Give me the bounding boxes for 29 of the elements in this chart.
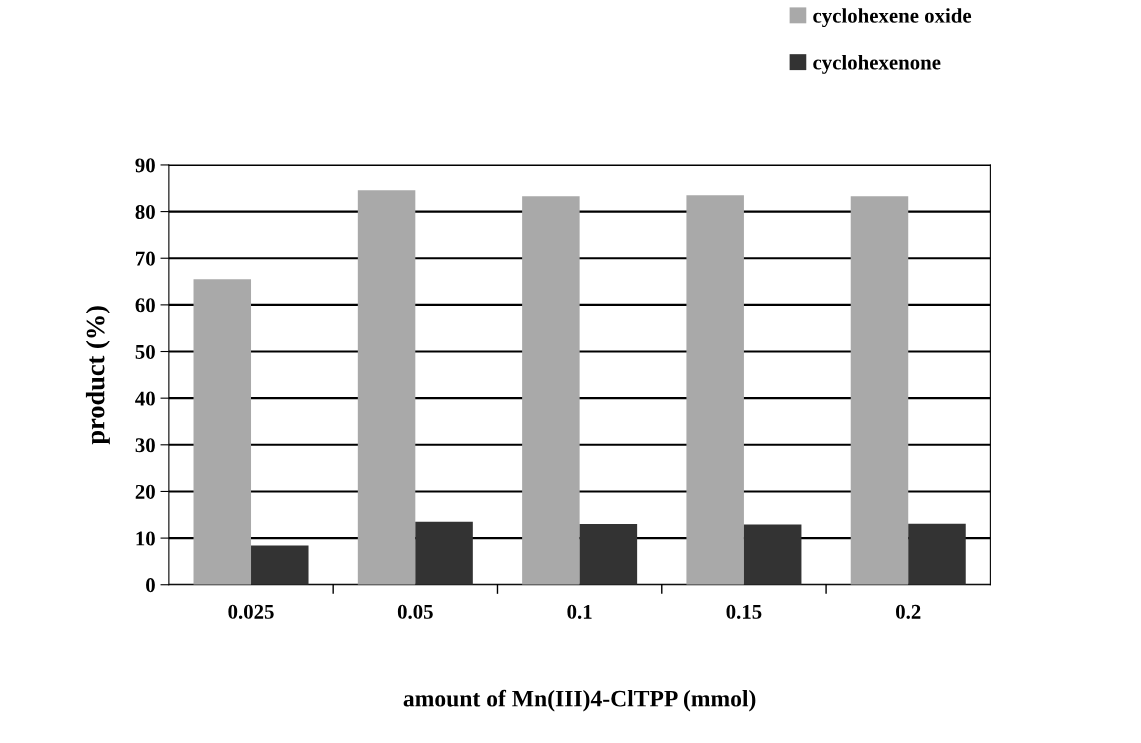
y-tick-label: 40	[135, 391, 155, 406]
x-tick-label: 0.1	[567, 604, 592, 619]
bar	[850, 196, 909, 585]
bar	[686, 195, 744, 585]
x-tick-label: 0.05	[397, 604, 433, 619]
x-axis-title: amount of Mn(III)4-ClTPP (mmol)	[403, 689, 756, 712]
y-tick-label: 80	[135, 204, 155, 220]
y-tick-label: 90	[135, 158, 155, 173]
bar	[251, 545, 309, 585]
x-tick-label: 0.2	[896, 604, 921, 619]
y-tick-label: 50	[135, 344, 155, 359]
bar	[579, 524, 638, 585]
bar	[357, 190, 416, 585]
y-tick-label: 30	[135, 438, 155, 453]
y-tick-label: 0	[146, 578, 155, 593]
bar	[743, 524, 802, 585]
bar	[415, 521, 473, 585]
legend-label: cyclohexenone	[813, 54, 941, 74]
y-tick-label: 20	[135, 484, 155, 499]
y-tick-label: 60	[135, 298, 155, 313]
bar	[908, 523, 966, 585]
bar	[522, 196, 580, 585]
x-tick-label: 0.15	[726, 604, 762, 619]
x-tick-label: 0.025	[228, 604, 274, 619]
y-axis-title: product (%)	[85, 306, 110, 445]
bar	[193, 279, 252, 585]
y-tick-label: 70	[136, 251, 155, 266]
y-tick-label: 10	[136, 531, 155, 546]
legend-label: cyclohexene oxide	[813, 8, 972, 28]
